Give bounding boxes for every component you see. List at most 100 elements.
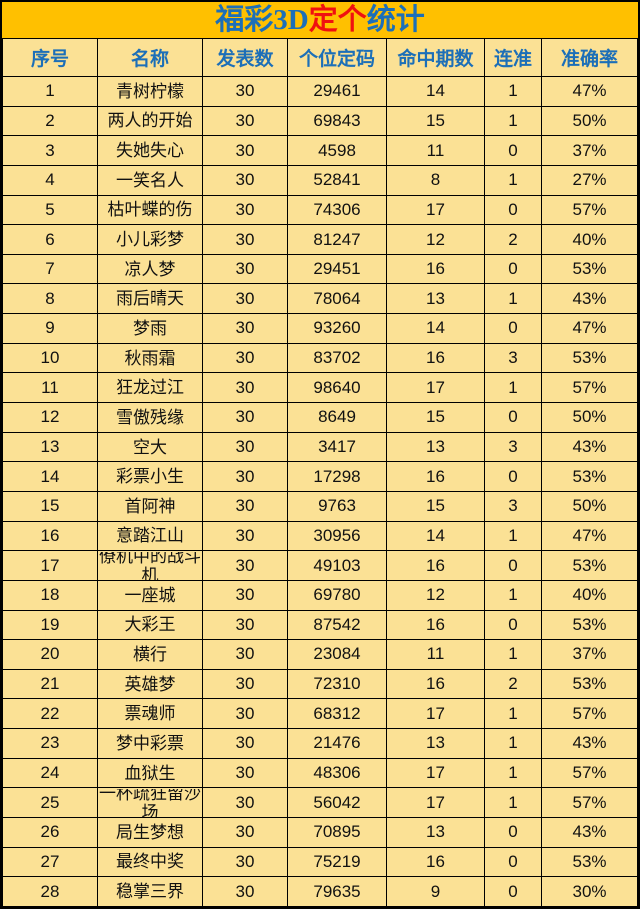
accuracy-cell: 40% <box>541 224 638 255</box>
streak-cell: 1 <box>484 728 542 759</box>
code-cell: 29461 <box>287 76 387 107</box>
code-cell: 23084 <box>287 639 387 670</box>
published-cell: 30 <box>202 431 288 463</box>
seq-cell: 19 <box>2 609 98 641</box>
table-row: 10 秋雨霜 30 83702 16 3 53% <box>2 342 638 374</box>
hits-cell: 17 <box>386 372 485 404</box>
hits-cell: 16 <box>386 846 485 878</box>
hits-cell: 12 <box>386 579 485 611</box>
streak-cell: 0 <box>484 194 542 226</box>
seq-cell: 15 <box>2 490 98 522</box>
table-header: 序号 名称 发表数 个位定码 命中期数 连准 准确率 <box>2 38 638 77</box>
hits-cell: 16 <box>386 461 485 492</box>
accuracy-cell: 47% <box>541 520 638 552</box>
hits-cell: 13 <box>386 728 485 759</box>
streak-cell: 0 <box>484 402 542 433</box>
table-row: 24 血狱生 30 48306 17 1 57% <box>2 757 638 789</box>
table-row: 13 空大 30 3417 13 3 43% <box>2 431 638 463</box>
streak-cell: 1 <box>484 579 542 611</box>
title-segment-red: 定个 <box>308 4 367 36</box>
name-cell: 秋雨霜 <box>97 342 203 374</box>
code-cell: 49103 <box>287 550 387 581</box>
hits-cell: 15 <box>386 402 485 433</box>
name-cell: 意踏江山 <box>97 520 203 552</box>
seq-cell: 22 <box>2 698 98 730</box>
name-cell: 票魂师 <box>97 698 203 730</box>
published-cell: 30 <box>202 639 288 670</box>
table-row: 5 枯叶蝶的伤 30 74306 17 0 57% <box>2 194 638 226</box>
streak-cell: 0 <box>484 135 542 166</box>
column-header-streak: 连准 <box>484 38 542 77</box>
seq-cell: 25 <box>2 787 98 819</box>
accuracy-cell: 53% <box>541 846 638 878</box>
code-cell: 98640 <box>287 372 387 404</box>
table-row: 15 首阿神 30 9763 15 3 50% <box>2 490 638 522</box>
name-cell: 稳掌三界 <box>97 876 203 907</box>
code-cell: 30956 <box>287 520 387 552</box>
page-title: 福彩3D 定个 统计 <box>2 2 638 38</box>
streak-cell: 3 <box>484 342 542 374</box>
table-row: 2 两人的开始 30 69843 15 1 50% <box>2 105 638 137</box>
published-cell: 30 <box>202 846 288 878</box>
title-segment-blue-2: 统计 <box>366 4 425 36</box>
code-cell: 4598 <box>287 135 387 166</box>
name-cell: 失她失心 <box>97 135 203 166</box>
streak-cell: 0 <box>484 876 542 907</box>
accuracy-cell: 47% <box>541 313 638 344</box>
seq-cell: 3 <box>2 135 98 166</box>
published-cell: 30 <box>202 876 288 907</box>
code-cell: 93260 <box>287 313 387 344</box>
accuracy-cell: 53% <box>541 253 638 285</box>
table-row: 25 一杯疏狂留沙场 30 56042 17 1 57% <box>2 787 638 819</box>
name-cell: 梦中彩票 <box>97 728 203 759</box>
streak-cell: 1 <box>484 105 542 137</box>
streak-cell: 2 <box>484 224 542 255</box>
seq-cell: 13 <box>2 431 98 463</box>
hits-cell: 11 <box>386 135 485 166</box>
table-row: 1 青树柠檬 30 29461 14 1 47% <box>2 76 638 107</box>
name-cell: 彩票小生 <box>97 461 203 492</box>
published-cell: 30 <box>202 313 288 344</box>
table-row: 22 票魂师 30 68312 17 1 57% <box>2 698 638 730</box>
code-cell: 56042 <box>287 787 387 819</box>
published-cell: 30 <box>202 668 288 700</box>
hits-cell: 16 <box>386 253 485 285</box>
hits-cell: 16 <box>386 342 485 374</box>
code-cell: 69780 <box>287 579 387 611</box>
hits-cell: 16 <box>386 668 485 700</box>
code-cell: 29451 <box>287 253 387 285</box>
name-cell: 一杯疏狂留沙场 <box>97 787 203 819</box>
hits-cell: 8 <box>386 164 485 196</box>
name-cell: 枯叶蝶的伤 <box>97 194 203 226</box>
hits-cell: 17 <box>386 787 485 819</box>
accuracy-cell: 53% <box>541 668 638 700</box>
accuracy-cell: 57% <box>541 194 638 226</box>
stats-table: 序号 名称 发表数 个位定码 命中期数 连准 准确率 1 青树柠檬 30 29461 1… <box>2 38 638 907</box>
published-cell: 30 <box>202 609 288 641</box>
published-cell: 30 <box>202 224 288 255</box>
code-cell: 68312 <box>287 698 387 730</box>
name-cell: 小儿彩梦 <box>97 224 203 255</box>
table-row: 21 英雄梦 30 72310 16 2 53% <box>2 668 638 700</box>
column-header-seq: 序号 <box>2 38 98 77</box>
name-cell: 英雄梦 <box>97 668 203 700</box>
streak-cell: 0 <box>484 253 542 285</box>
streak-cell: 3 <box>484 431 542 463</box>
hits-cell: 13 <box>386 431 485 463</box>
hits-cell: 16 <box>386 609 485 641</box>
streak-cell: 2 <box>484 668 542 700</box>
streak-cell: 0 <box>484 461 542 492</box>
published-cell: 30 <box>202 520 288 552</box>
name-cell: 空大 <box>97 431 203 463</box>
code-cell: 52841 <box>287 164 387 196</box>
published-cell: 30 <box>202 461 288 492</box>
column-header-hits: 命中期数 <box>386 38 485 77</box>
published-cell: 30 <box>202 490 288 522</box>
published-cell: 30 <box>202 402 288 433</box>
published-cell: 30 <box>202 817 288 848</box>
hits-cell: 15 <box>386 105 485 137</box>
seq-cell: 6 <box>2 224 98 255</box>
code-cell: 69843 <box>287 105 387 137</box>
seq-cell: 4 <box>2 164 98 196</box>
published-cell: 30 <box>202 164 288 196</box>
